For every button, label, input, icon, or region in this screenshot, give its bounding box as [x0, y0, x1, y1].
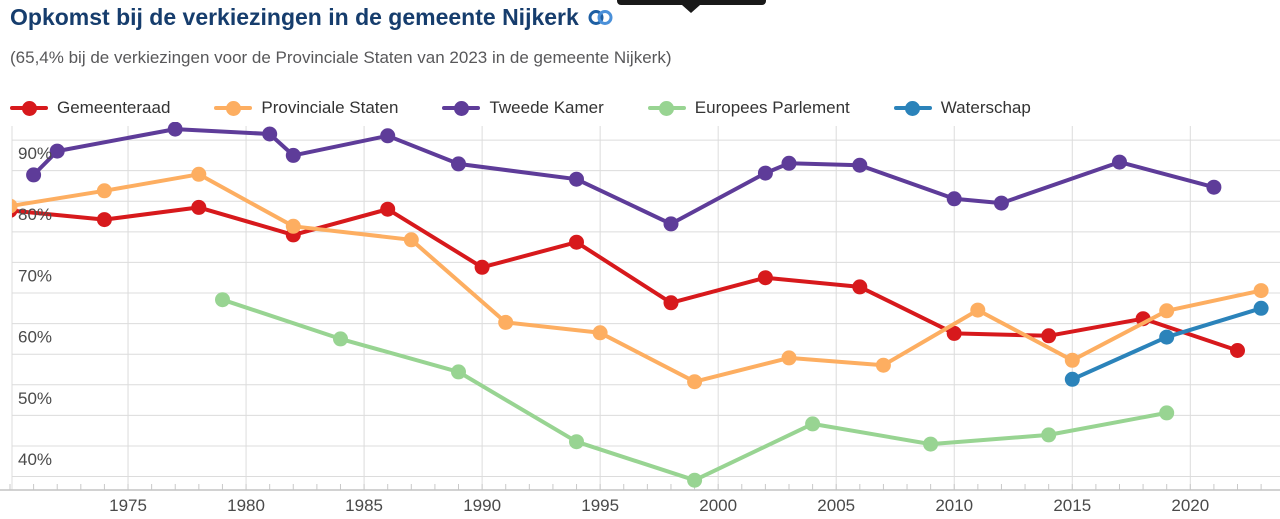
- legend-label: Gemeenteraad: [57, 98, 171, 117]
- chart-title: Opkomst bij de verkiezingen in de gemeen…: [10, 4, 579, 30]
- data-point[interactable]: [498, 314, 514, 330]
- data-point[interactable]: [805, 416, 821, 432]
- x-tick-label: 1990: [463, 496, 501, 515]
- data-point[interactable]: [592, 325, 608, 341]
- data-point[interactable]: [380, 201, 396, 217]
- x-tick-label: 2000: [699, 496, 737, 515]
- data-point[interactable]: [1230, 343, 1245, 358]
- series-line-provinciale-staten: [12, 172, 1262, 384]
- x-tick-label: 2015: [1053, 496, 1091, 515]
- data-point[interactable]: [1253, 300, 1269, 316]
- legend-label: Provinciale Staten: [261, 98, 399, 117]
- x-tick-label: 1980: [227, 496, 265, 515]
- legend-marker: [10, 100, 48, 116]
- legend-marker: [647, 100, 686, 116]
- data-point[interactable]: [687, 472, 703, 488]
- data-point[interactable]: [852, 157, 868, 173]
- grid: [0, 126, 1280, 491]
- data-point[interactable]: [1112, 154, 1127, 170]
- data-point[interactable]: [757, 270, 773, 286]
- data-point[interactable]: [1159, 329, 1175, 345]
- x-tick-label: 1975: [109, 496, 147, 515]
- data-point[interactable]: [451, 364, 466, 380]
- data-point[interactable]: [923, 436, 939, 452]
- legend-item-tweede-kamer[interactable]: Tweede Kamer: [442, 98, 604, 118]
- data-point[interactable]: [569, 171, 584, 187]
- x-tick-label: 2005: [817, 496, 855, 515]
- page-title: Opkomst bij de verkiezingen in de gemeen…: [10, 4, 614, 31]
- data-point[interactable]: [451, 156, 466, 172]
- y-tick-label: 70%: [18, 266, 52, 285]
- data-point[interactable]: [1064, 352, 1080, 368]
- data-point[interactable]: [663, 295, 679, 311]
- legend-item-waterschap[interactable]: Waterschap: [893, 98, 1031, 118]
- data-point[interactable]: [49, 143, 65, 159]
- data-point[interactable]: [96, 183, 112, 199]
- x-tick-label: 2020: [1171, 496, 1209, 515]
- x-tick-label: 1995: [581, 496, 619, 515]
- series-line-tweede-kamer: [32, 127, 1215, 226]
- legend-item-provinciale-staten[interactable]: Provinciale Staten: [214, 98, 398, 118]
- data-point[interactable]: [167, 122, 183, 137]
- legend-label: Waterschap: [940, 98, 1031, 117]
- link-icon[interactable]: [587, 8, 614, 27]
- data-point[interactable]: [946, 191, 962, 207]
- data-point[interactable]: [1206, 179, 1222, 195]
- legend-marker: [442, 100, 481, 116]
- legend: Gemeenteraad Provinciale Staten Tweede Kam…: [10, 98, 1031, 118]
- y-tick-label: 60%: [18, 328, 52, 347]
- y-tick-label: 40%: [18, 450, 52, 469]
- data-point[interactable]: [1064, 371, 1080, 387]
- series-line-gemeenteraad: [12, 205, 1239, 353]
- tooltip-remnant: [617, 0, 766, 5]
- data-point[interactable]: [474, 259, 490, 275]
- data-point[interactable]: [191, 199, 207, 215]
- data-point[interactable]: [215, 292, 230, 308]
- series-group: [3, 122, 1269, 488]
- data-point[interactable]: [262, 126, 278, 142]
- data-point[interactable]: [993, 195, 1009, 211]
- data-point[interactable]: [875, 357, 891, 373]
- y-tick-label: 90%: [18, 144, 52, 163]
- data-point[interactable]: [687, 374, 703, 390]
- data-point[interactable]: [333, 331, 348, 347]
- data-point[interactable]: [403, 232, 419, 248]
- data-point[interactable]: [1159, 303, 1175, 319]
- y-tick-label: 80%: [18, 205, 52, 224]
- data-point[interactable]: [781, 350, 797, 366]
- legend-label: Europees Parlement: [694, 98, 850, 117]
- data-point[interactable]: [781, 155, 797, 171]
- data-point[interactable]: [1159, 405, 1175, 421]
- data-point[interactable]: [285, 218, 301, 234]
- data-point[interactable]: [852, 279, 868, 295]
- legend-item-europees-parlement[interactable]: Europees Parlement: [647, 98, 850, 118]
- legend-marker: [893, 100, 932, 116]
- x-tick-label: 1985: [345, 496, 383, 515]
- data-point[interactable]: [663, 216, 679, 232]
- data-point[interactable]: [1041, 427, 1057, 443]
- data-point[interactable]: [96, 212, 112, 228]
- legend-marker: [214, 100, 253, 116]
- axis-labels: 40% 50% 60% 70% 80% 90% 1975 1980 1985 1990 1995 20…: [18, 144, 1209, 515]
- chart-subtitle: (65,4% bij de verkiezingen voor de Provi…: [10, 48, 672, 67]
- data-point[interactable]: [970, 302, 986, 318]
- data-point[interactable]: [285, 147, 301, 163]
- data-point[interactable]: [1041, 328, 1057, 344]
- tooltip-remnant-arrow: [682, 5, 700, 13]
- data-point[interactable]: [191, 166, 207, 182]
- legend-item-gemeenteraad[interactable]: Gemeenteraad: [10, 98, 170, 118]
- data-point[interactable]: [26, 167, 42, 183]
- data-point[interactable]: [946, 325, 962, 341]
- data-point[interactable]: [569, 234, 584, 250]
- data-point[interactable]: [569, 434, 584, 450]
- data-point[interactable]: [380, 128, 396, 144]
- data-point[interactable]: [3, 198, 18, 214]
- y-tick-label: 50%: [18, 389, 52, 408]
- data-point[interactable]: [1253, 283, 1269, 299]
- x-tick-label: 2010: [935, 496, 973, 515]
- legend-label: Tweede Kamer: [489, 98, 604, 117]
- data-point[interactable]: [757, 165, 773, 181]
